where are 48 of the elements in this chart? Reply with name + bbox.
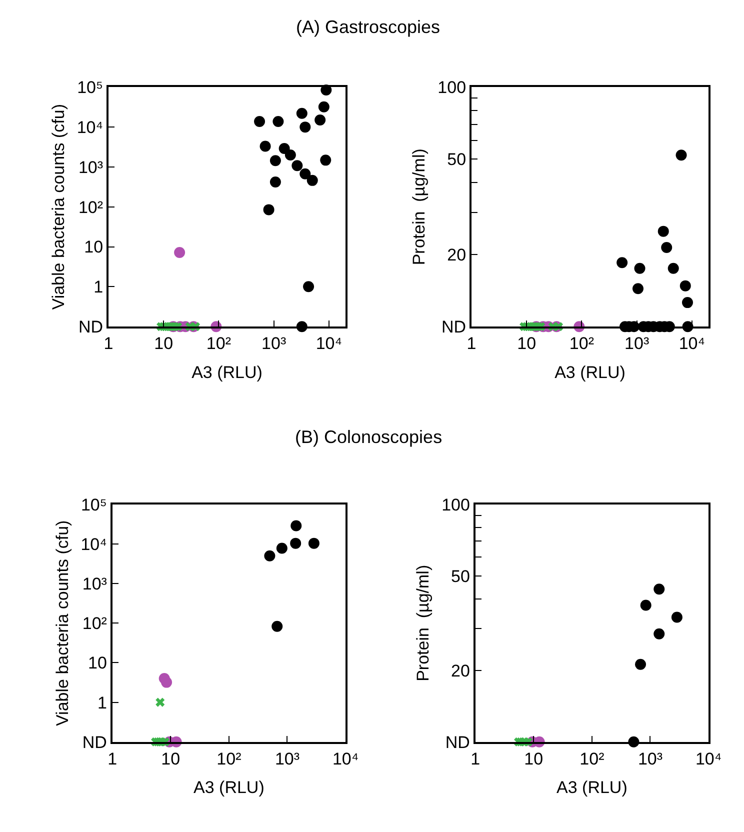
- y-axis-title: Viable bacteria counts (cfu): [52, 520, 72, 726]
- x-tick-label: 10: [161, 749, 180, 768]
- x-tick-label: 10: [524, 749, 544, 768]
- chart-title: (A) Gastroscopies: [296, 17, 440, 37]
- y-axis-title: Viable bacteria counts (cfu): [48, 104, 68, 310]
- x-tick-label: 10⁴: [695, 749, 722, 768]
- y-tick-label: 20: [451, 661, 470, 680]
- y-axis-title: Protein (µg/ml): [414, 564, 433, 682]
- y-tick-label: 10⁵: [77, 78, 104, 98]
- x-tick-label: 10³: [624, 334, 650, 353]
- y-tick-label: 1: [94, 278, 104, 297]
- x-tick-label: 10³: [262, 334, 286, 353]
- x-tick-label: 10⁴: [332, 749, 359, 768]
- y-tick-label: ND: [441, 318, 466, 337]
- x-tick-label: 10³: [638, 749, 663, 768]
- x-tick-label: 10: [154, 334, 174, 353]
- y-tick-label: ND: [82, 732, 107, 752]
- x-axis-title: A3 (RLU): [194, 778, 264, 798]
- y-tick-label: 10: [88, 654, 107, 673]
- x-axis-title: A3 (RLU): [556, 778, 628, 798]
- x-tick-label: 10⁴: [316, 334, 342, 353]
- x-axis-title: A3 (RLU): [554, 362, 626, 382]
- y-tick-label: 10³: [78, 158, 104, 177]
- x-tick-label: 10²: [206, 334, 232, 353]
- y-tick-label: 100: [442, 495, 470, 514]
- x-axis-title: A3 (RLU): [192, 362, 262, 382]
- y-tick-label: 10⁵: [80, 495, 107, 514]
- y-tick-label: 100: [438, 78, 466, 98]
- y-tick-label: 10²: [82, 614, 108, 634]
- y-tick-label: 20: [447, 245, 466, 264]
- y-axis-title: Protein (µg/ml): [410, 148, 429, 266]
- x-tick-label: 10: [517, 334, 536, 353]
- x-tick-label: 10⁴: [678, 334, 706, 353]
- y-tick-label: 10: [84, 238, 104, 257]
- x-tick-label: 10²: [580, 749, 605, 768]
- x-tick-label: 10²: [216, 749, 242, 768]
- y-tick-label: 1: [97, 693, 107, 712]
- y-tick-label: ND: [78, 318, 104, 337]
- y-tick-label: 10³: [82, 574, 108, 594]
- y-tick-label: 50: [447, 150, 466, 170]
- chart-title: (B) Colonoscopies: [295, 427, 442, 447]
- x-tick-label: 10³: [274, 749, 300, 768]
- y-tick-label: 10⁴: [76, 118, 104, 138]
- y-tick-label: 50: [451, 566, 470, 586]
- y-tick-label: 10²: [78, 198, 104, 217]
- y-tick-label: 10⁴: [80, 534, 107, 554]
- x-tick-label: 10²: [569, 334, 594, 353]
- y-tick-label: ND: [445, 732, 470, 752]
